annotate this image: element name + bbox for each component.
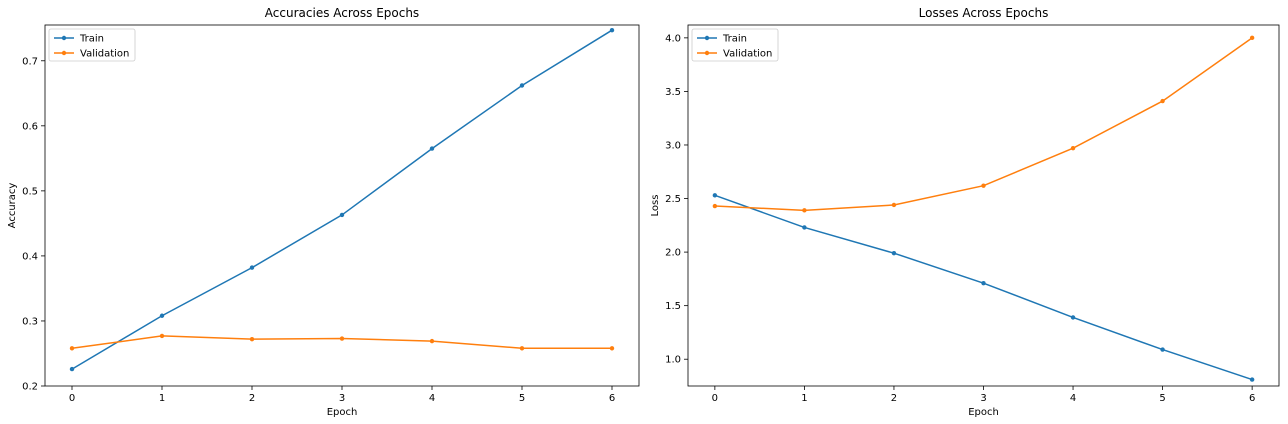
x-tick-label: 4 <box>429 393 435 404</box>
data-point <box>1160 347 1165 352</box>
data-point <box>69 366 75 372</box>
y-axis-label: Accuracy <box>7 183 18 229</box>
y-tick-label: 3.0 <box>665 140 681 151</box>
data-point <box>339 212 345 218</box>
data-point <box>69 346 75 351</box>
y-tick-label: 0.2 <box>22 382 38 393</box>
data-point <box>1249 35 1255 41</box>
data-point <box>891 202 897 208</box>
data-point <box>609 346 615 351</box>
axes-frame <box>687 24 1280 387</box>
y-tick-label: 1.5 <box>665 301 681 312</box>
y-tick-label: 0.7 <box>22 56 38 67</box>
y-tick-label: 1.0 <box>665 355 681 366</box>
series-line-train <box>714 194 1253 381</box>
legend-label: Train <box>79 34 104 45</box>
y-tick-label: 2.0 <box>665 248 681 259</box>
data-point <box>429 146 435 151</box>
legend-marker <box>61 35 67 41</box>
x-tick-label: 1 <box>159 393 165 404</box>
y-axis-label: Loss <box>650 195 661 217</box>
axes-frame <box>44 24 640 387</box>
data-point <box>339 336 345 341</box>
data-point <box>712 193 718 198</box>
data-point <box>429 338 435 344</box>
data-point <box>1249 377 1255 382</box>
y-tick-label: 0.6 <box>22 121 38 132</box>
x-tick-label: 4 <box>1070 393 1076 404</box>
y-tick-label: 4.0 <box>665 33 681 44</box>
x-tick-label: 1 <box>801 393 807 404</box>
legend-marker <box>61 50 67 56</box>
y-tick-label: 0.5 <box>22 186 38 197</box>
data-point <box>891 250 897 256</box>
y-tick-label: 0.4 <box>22 251 38 262</box>
x-tick-label: 5 <box>519 393 525 404</box>
x-tick-label: 0 <box>712 393 718 404</box>
data-point <box>802 225 807 230</box>
x-tick-label: 3 <box>339 393 345 404</box>
x-tick-label: 0 <box>69 393 75 404</box>
series-line-train <box>71 29 613 370</box>
y-tick-label: 3.5 <box>665 87 681 98</box>
data-point <box>519 346 525 351</box>
data-point <box>249 336 255 342</box>
y-tick-label: 0.3 <box>22 316 38 327</box>
x-tick-label: 3 <box>980 393 986 404</box>
data-point <box>1070 145 1076 151</box>
data-point <box>609 28 615 33</box>
legend-label: Validation <box>723 49 772 60</box>
x-axis-label: Epoch <box>968 407 999 418</box>
data-point <box>159 313 165 318</box>
legend-marker <box>704 35 710 41</box>
data-point <box>1160 98 1165 104</box>
chart-panel-1: Accuracies Across Epochs 0 1 2 3 4 5 6 0.2 0.3 0.4… <box>7 6 640 418</box>
x-tick-label: 2 <box>249 393 255 404</box>
x-tick-label: 5 <box>1159 393 1165 404</box>
x-tick-label: 6 <box>1249 393 1255 404</box>
legend-marker <box>704 50 710 56</box>
y-tick-label: 2.5 <box>665 194 681 205</box>
chart-title: Accuracies Across Epochs <box>265 6 419 20</box>
chart-panel-2: Losses Across Epochs 0 1 2 3 4 5 6 1.0 1.5 2.0 2.5 3… <box>650 6 1280 418</box>
data-point <box>519 83 525 88</box>
x-axis-label: Epoch <box>327 407 358 418</box>
legend-label: Validation <box>80 49 129 60</box>
chart-title: Losses Across Epochs <box>919 6 1049 20</box>
legend-label: Train <box>722 34 747 45</box>
data-point <box>712 203 718 209</box>
data-point <box>249 265 255 270</box>
data-point <box>981 183 986 188</box>
x-tick-label: 2 <box>891 393 897 404</box>
data-point <box>159 333 165 339</box>
data-point <box>981 280 986 286</box>
data-point <box>802 208 807 213</box>
x-tick-label: 6 <box>609 393 615 404</box>
data-point <box>1070 315 1076 320</box>
